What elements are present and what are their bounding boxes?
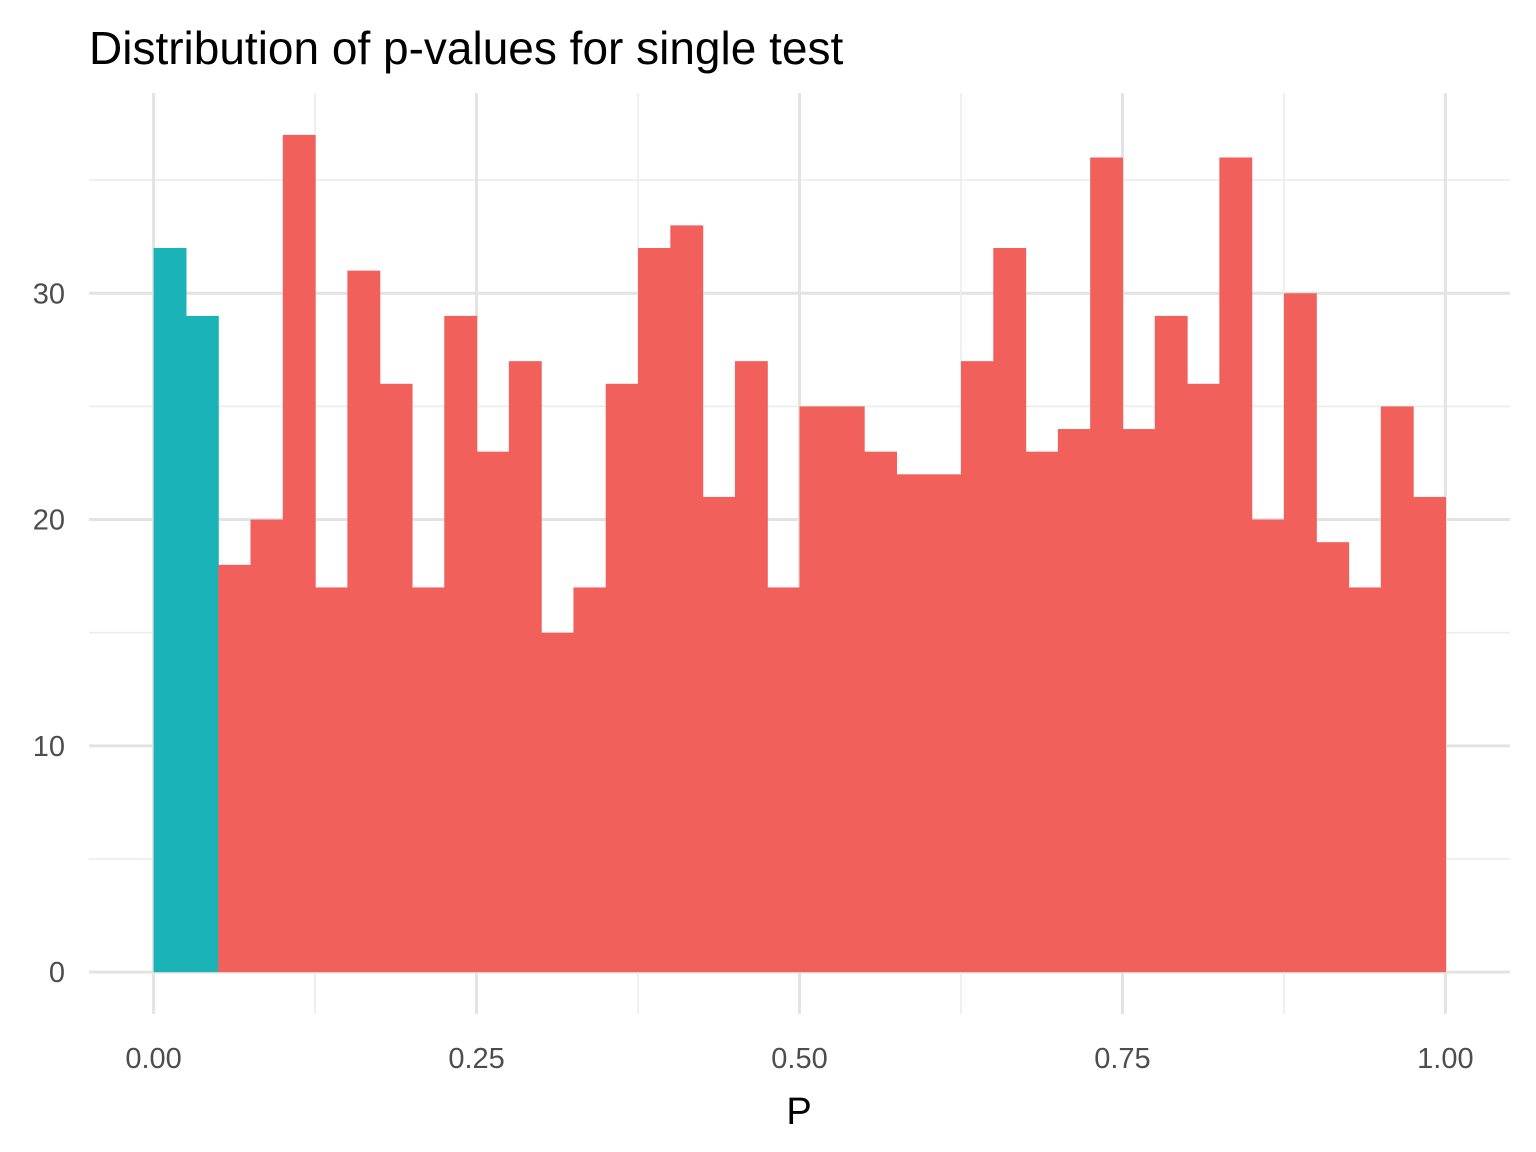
y-axis-ticks: 0 10 20 30: [33, 278, 65, 989]
histogram-bar: [1187, 383, 1220, 973]
histogram-bar: [379, 383, 413, 973]
histogram-bar: [928, 474, 962, 973]
y-tick-label: 0: [49, 957, 65, 989]
histogram-bar: [411, 587, 445, 973]
histogram-bar: [993, 248, 1027, 973]
histogram-bar: [250, 519, 284, 973]
x-tick-label: 0.25: [448, 1043, 504, 1075]
histogram-bar: [960, 361, 994, 973]
histogram-bar: [347, 270, 381, 973]
histogram-bar: [1219, 157, 1253, 973]
histogram-bars: [153, 134, 1447, 973]
histogram-bar: [605, 383, 639, 973]
histogram-bar: [734, 361, 768, 973]
histogram-bar: [1057, 429, 1091, 973]
histogram-bar: [1380, 406, 1414, 973]
histogram-bar: [670, 225, 704, 973]
histogram-bar: [638, 248, 671, 973]
histogram-bar: [315, 587, 348, 973]
y-tick-label: 20: [33, 505, 65, 537]
x-tick-label: 0.75: [1094, 1043, 1150, 1075]
histogram-bar: [1316, 542, 1350, 973]
histogram-bar: [702, 496, 736, 973]
histogram-bar: [767, 587, 801, 973]
histogram-bar: [541, 632, 575, 973]
x-axis-title: P: [786, 1091, 811, 1133]
y-tick-label: 10: [33, 731, 65, 763]
histogram-bar: [799, 406, 833, 973]
histogram-bar: [1348, 587, 1382, 973]
histogram-bar: [444, 315, 478, 973]
histogram-bar: [1090, 157, 1124, 973]
histogram-bar: [185, 315, 219, 973]
y-tick-label: 30: [33, 278, 65, 310]
x-tick-label: 1.00: [1417, 1043, 1473, 1075]
histogram-bar: [153, 248, 187, 973]
x-axis-ticks: 0.00 0.25 0.50 0.75 1.00: [125, 1043, 1473, 1075]
histogram-bar: [282, 134, 316, 973]
histogram-bar: [1251, 519, 1285, 973]
histogram-bar: [218, 564, 252, 973]
histogram-bar: [1025, 451, 1059, 973]
histogram-bar: [573, 587, 607, 973]
histogram-bar: [864, 451, 897, 973]
x-tick-label: 0.00: [125, 1043, 181, 1075]
histogram-bar: [831, 406, 865, 973]
histogram-bar: [476, 451, 510, 973]
histogram-bar: [1283, 293, 1317, 973]
histogram-bar: [508, 361, 542, 973]
histogram-bar: [1122, 429, 1156, 973]
x-tick-label: 0.50: [771, 1043, 827, 1075]
histogram-bar: [1154, 315, 1188, 973]
histogram-bar: [1413, 496, 1447, 973]
chart-title: Distribution of p-values for single test: [89, 22, 843, 74]
histogram-bar: [896, 474, 930, 973]
